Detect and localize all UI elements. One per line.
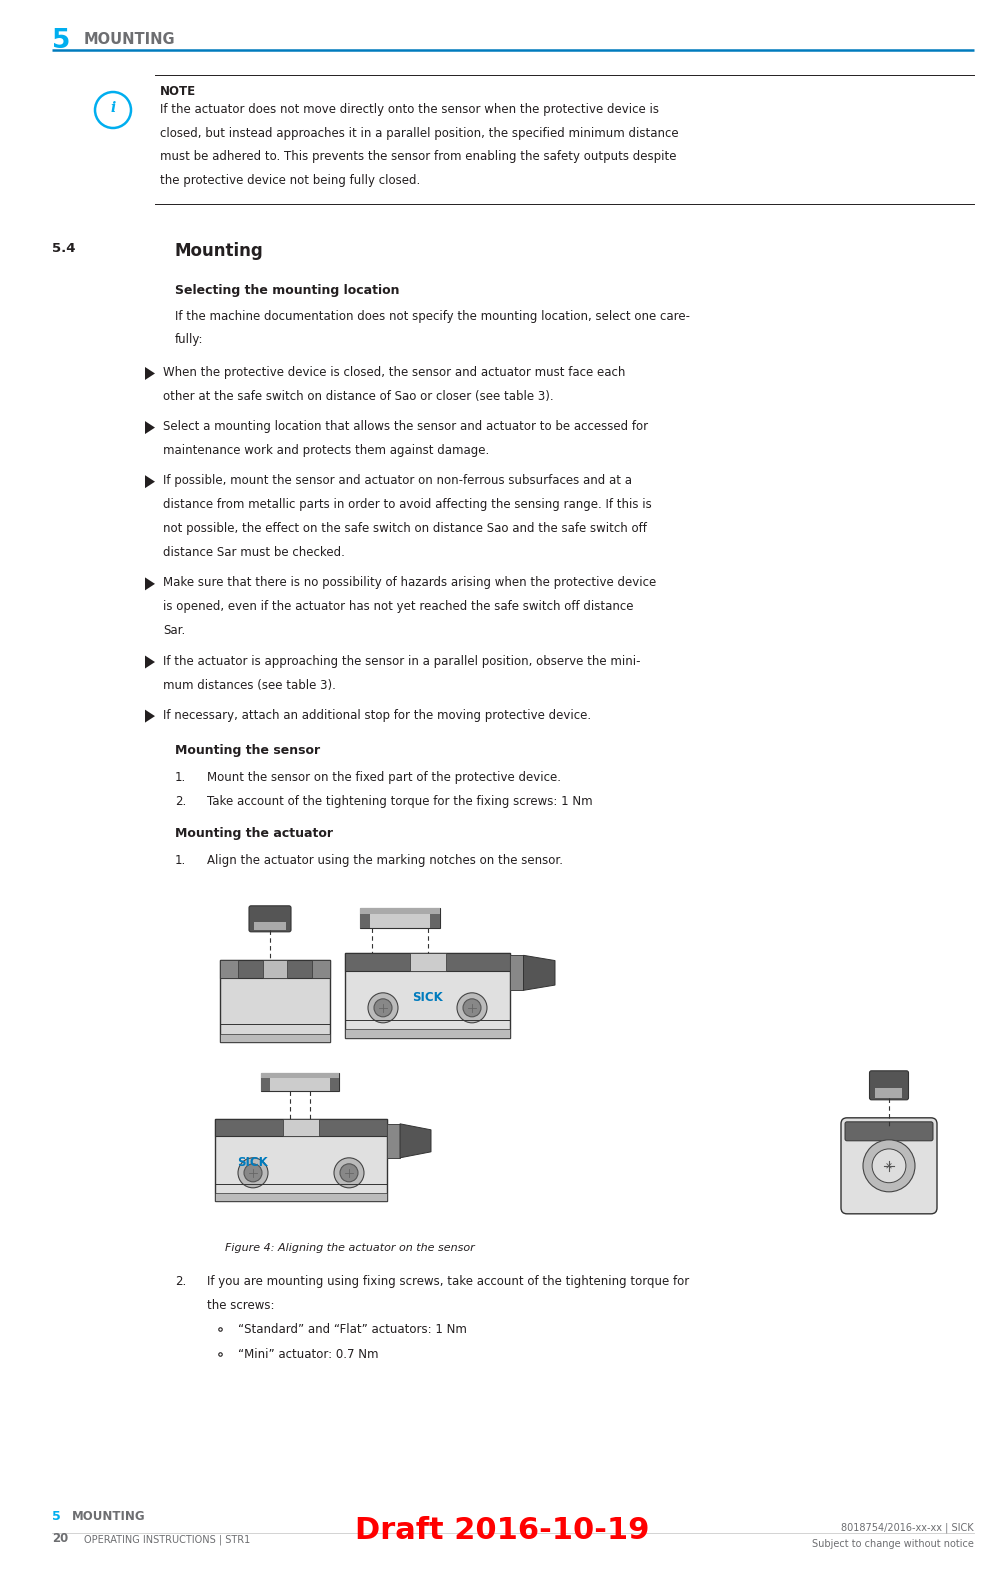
Text: the protective device not being fully closed.: the protective device not being fully cl… xyxy=(159,174,420,187)
Text: MOUNTING: MOUNTING xyxy=(84,32,176,47)
Text: closed, but instead approaches it in a parallel position, the specified minimum : closed, but instead approaches it in a p… xyxy=(159,126,678,139)
Text: 5.4: 5.4 xyxy=(52,242,75,255)
Bar xyxy=(345,953,510,1037)
Text: 20: 20 xyxy=(52,1532,68,1545)
Text: Align the actuator using the marking notches on the sensor.: Align the actuator using the marking not… xyxy=(207,854,563,866)
Text: Subject to change without notice: Subject to change without notice xyxy=(811,1538,973,1549)
Bar xyxy=(261,1073,270,1091)
Bar xyxy=(345,1029,510,1037)
Text: 5: 5 xyxy=(52,28,70,54)
Text: not possible, the effect on the safe switch on distance Sao and the safe switch : not possible, the effect on the safe swi… xyxy=(162,522,646,536)
Text: If the actuator does not move directly onto the sensor when the protective devic: If the actuator does not move directly o… xyxy=(159,103,658,115)
Text: Mount the sensor on the fixed part of the protective device.: Mount the sensor on the fixed part of th… xyxy=(207,770,561,784)
Bar xyxy=(220,1034,330,1042)
Text: SICK: SICK xyxy=(237,1156,268,1170)
Bar xyxy=(220,960,238,977)
Polygon shape xyxy=(144,476,154,489)
Text: Select a mounting location that allows the sensor and actuator to be accessed fo: Select a mounting location that allows t… xyxy=(162,421,648,433)
Text: Sar.: Sar. xyxy=(162,624,186,637)
Circle shape xyxy=(462,999,480,1017)
FancyBboxPatch shape xyxy=(841,1118,936,1214)
Text: “Mini” actuator: 0.7 Nm: “Mini” actuator: 0.7 Nm xyxy=(238,1349,378,1361)
Text: other at the safe switch on distance of Sao or closer (see table 3).: other at the safe switch on distance of … xyxy=(162,391,553,403)
Text: If the machine documentation does not specify the mounting location, select one : If the machine documentation does not sp… xyxy=(175,310,689,323)
Text: Mounting the sensor: Mounting the sensor xyxy=(175,743,320,757)
Text: maintenance work and protects them against damage.: maintenance work and protects them again… xyxy=(162,444,488,457)
FancyBboxPatch shape xyxy=(845,1123,932,1141)
Text: Mounting: Mounting xyxy=(175,242,264,259)
Text: must be adhered to. This prevents the sensor from enabling the safety outputs de: must be adhered to. This prevents the se… xyxy=(159,150,676,163)
Polygon shape xyxy=(144,421,154,435)
Bar xyxy=(330,1073,339,1091)
Text: fully:: fully: xyxy=(175,334,204,346)
Bar xyxy=(215,1119,386,1135)
Text: OPERATING INSTRUCTIONS | STR1: OPERATING INSTRUCTIONS | STR1 xyxy=(84,1535,250,1545)
FancyBboxPatch shape xyxy=(249,906,291,931)
Polygon shape xyxy=(144,367,154,379)
Text: 5: 5 xyxy=(52,1510,61,1523)
Circle shape xyxy=(340,1164,358,1183)
Bar xyxy=(510,955,523,990)
FancyBboxPatch shape xyxy=(869,1070,908,1100)
Text: MOUNTING: MOUNTING xyxy=(72,1510,145,1523)
Bar xyxy=(261,1073,339,1091)
Text: i: i xyxy=(110,101,115,115)
Polygon shape xyxy=(399,1124,430,1157)
Text: 8018754/2016-xx-xx | SICK: 8018754/2016-xx-xx | SICK xyxy=(841,1523,973,1534)
Circle shape xyxy=(238,1157,268,1187)
Text: Draft 2016-10-19: Draft 2016-10-19 xyxy=(354,1516,649,1545)
Circle shape xyxy=(244,1164,262,1183)
Text: Selecting the mounting location: Selecting the mounting location xyxy=(175,283,399,297)
Text: distance Sar must be checked.: distance Sar must be checked. xyxy=(162,547,345,560)
Bar xyxy=(215,1119,386,1202)
Circle shape xyxy=(872,1149,905,1183)
Bar xyxy=(312,960,330,977)
Bar xyxy=(875,1088,902,1097)
Bar xyxy=(386,1124,399,1157)
Text: mum distances (see table 3).: mum distances (see table 3). xyxy=(162,678,336,691)
Polygon shape xyxy=(144,656,154,669)
Bar xyxy=(261,1073,339,1078)
Text: the screws:: the screws: xyxy=(207,1300,274,1312)
Text: When the protective device is closed, the sensor and actuator must face each: When the protective device is closed, th… xyxy=(162,365,625,379)
Text: “Standard” and “Flat” actuators: 1 Nm: “Standard” and “Flat” actuators: 1 Nm xyxy=(238,1323,466,1336)
Bar xyxy=(360,907,370,928)
Text: If the actuator is approaching the sensor in a parallel position, observe the mi: If the actuator is approaching the senso… xyxy=(162,655,640,667)
Circle shape xyxy=(334,1157,364,1187)
Bar xyxy=(215,1192,386,1202)
Text: Take account of the tightening torque for the fixing screws: 1 Nm: Take account of the tightening torque fo… xyxy=(207,795,592,808)
Text: SICK: SICK xyxy=(412,991,442,1004)
Text: Make sure that there is no possibility of hazards arising when the protective de: Make sure that there is no possibility o… xyxy=(162,577,656,590)
Circle shape xyxy=(456,993,486,1023)
Circle shape xyxy=(374,999,391,1017)
Bar xyxy=(220,960,330,1042)
Bar xyxy=(283,1119,319,1135)
Text: If possible, mount the sensor and actuator on non-ferrous subsurfaces and at a: If possible, mount the sensor and actuat… xyxy=(162,474,631,487)
Bar xyxy=(429,907,439,928)
Polygon shape xyxy=(144,577,154,590)
Text: 2.: 2. xyxy=(175,795,187,808)
Polygon shape xyxy=(523,955,555,990)
Circle shape xyxy=(368,993,397,1023)
Polygon shape xyxy=(144,710,154,723)
Bar xyxy=(254,922,286,930)
Bar xyxy=(360,907,439,914)
Text: If you are mounting using fixing screws, take account of the tightening torque f: If you are mounting using fixing screws,… xyxy=(207,1274,689,1289)
Text: 1.: 1. xyxy=(175,854,187,866)
Bar xyxy=(409,953,445,971)
Text: Mounting the actuator: Mounting the actuator xyxy=(175,827,333,840)
Text: 1.: 1. xyxy=(175,770,187,784)
Text: 2.: 2. xyxy=(175,1274,187,1289)
Bar xyxy=(345,953,510,971)
Text: NOTE: NOTE xyxy=(159,85,196,98)
Bar xyxy=(220,960,330,977)
Text: Figure 4: Aligning the actuator on the sensor: Figure 4: Aligning the actuator on the s… xyxy=(225,1243,474,1252)
Bar xyxy=(263,960,287,977)
Text: is opened, even if the actuator has not yet reached the safe switch off distance: is opened, even if the actuator has not … xyxy=(162,601,633,613)
Text: If necessary, attach an additional stop for the moving protective device.: If necessary, attach an additional stop … xyxy=(162,708,591,721)
Text: distance from metallic parts in order to avoid affecting the sensing range. If t: distance from metallic parts in order to… xyxy=(162,498,651,511)
Bar xyxy=(360,907,439,928)
Circle shape xyxy=(863,1140,914,1192)
